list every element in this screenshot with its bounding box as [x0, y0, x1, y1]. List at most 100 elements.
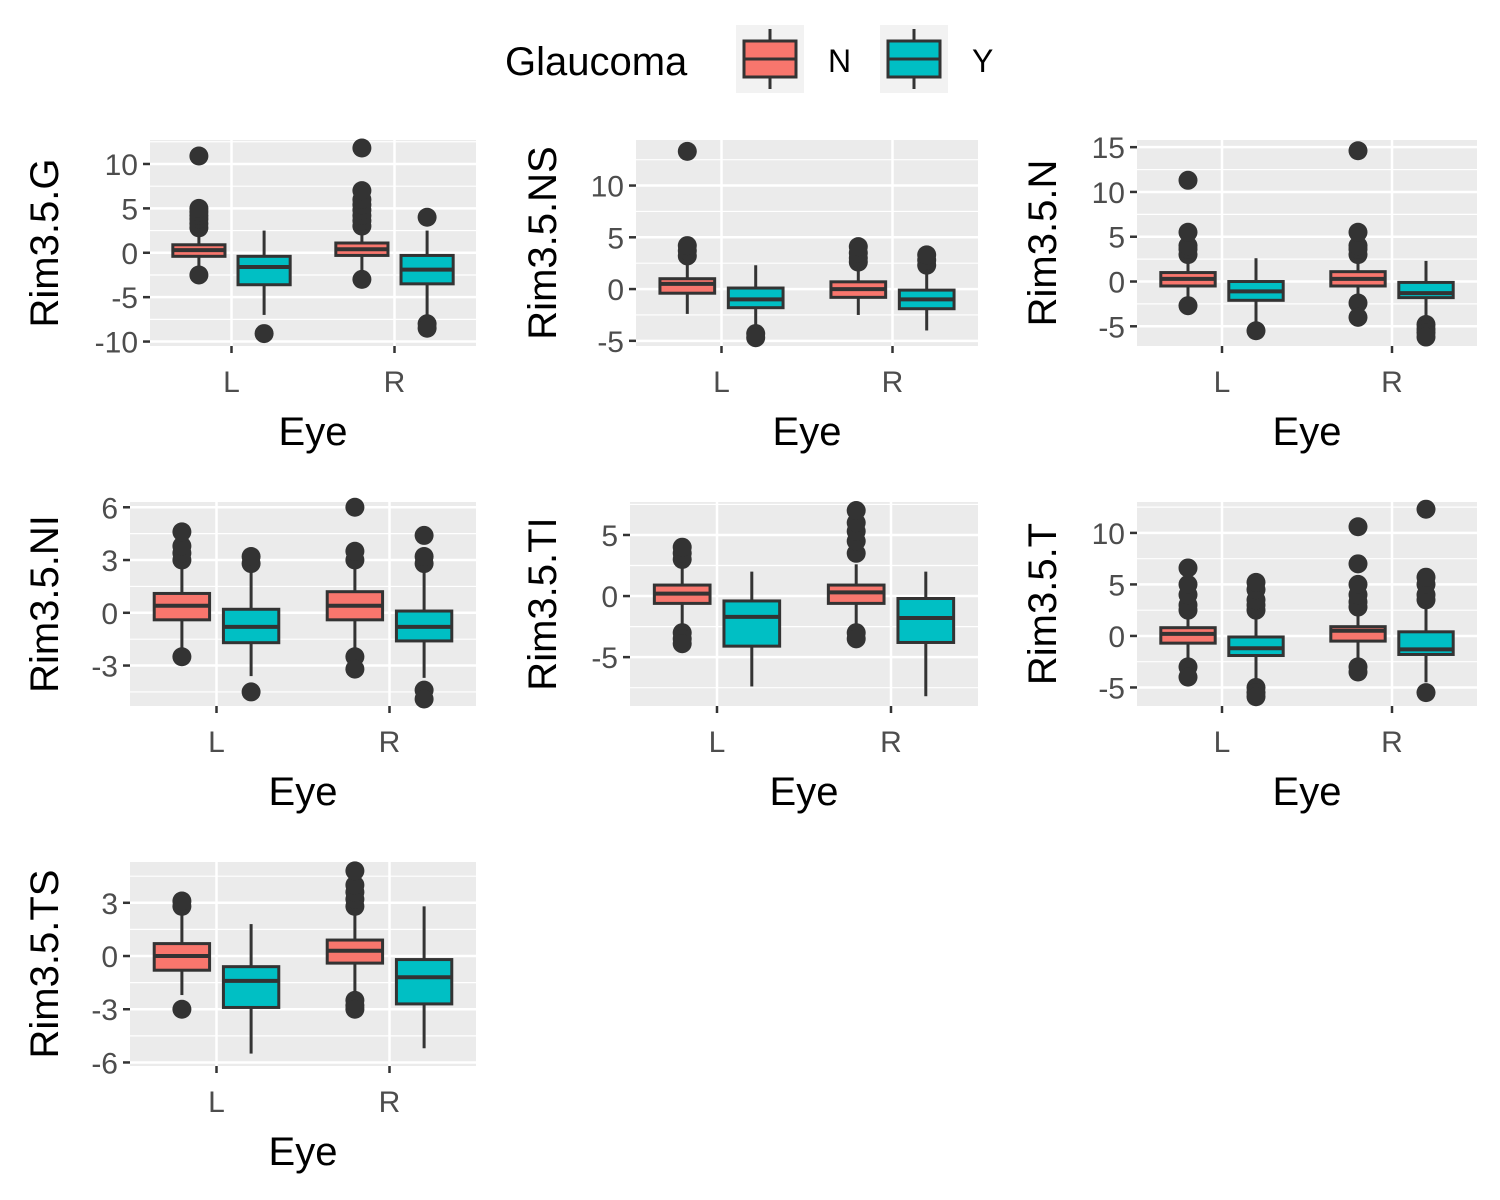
- outlier-point: [1246, 321, 1266, 341]
- panel-rim3-5-ts: -6 -3 0 3 L R Eye Rim3.5.TS: [23, 861, 476, 1174]
- x-tick-label: R: [880, 726, 902, 759]
- boxplot-l-n: [652, 537, 712, 654]
- legend-label-y: Y: [972, 43, 993, 79]
- y-tick-label: -6: [91, 1047, 118, 1080]
- y-tick-label: 5: [121, 193, 138, 226]
- boxplot-r-y: [1397, 499, 1455, 703]
- boxplot-r-n: [325, 497, 385, 679]
- boxplot-l-y: [726, 265, 785, 348]
- x-axis-title: Eye: [773, 410, 842, 454]
- outlier-point: [172, 999, 192, 1019]
- outlier-point: [345, 875, 365, 895]
- boxplot-l-y: [236, 230, 292, 344]
- boxplot-l-y: [1227, 258, 1285, 341]
- y-tick-label: 5: [1108, 569, 1125, 602]
- outlier-point: [917, 245, 937, 265]
- outlier-point: [1348, 554, 1368, 574]
- boxplot-l-n: [1159, 170, 1217, 316]
- outlier-point: [1348, 307, 1368, 327]
- panel-rim3-5-ns: -5 0 5 10 L R Eye Rim3.5.NS: [521, 140, 978, 454]
- legend-title: Glaucoma: [505, 40, 688, 84]
- x-tick-label: R: [882, 366, 904, 399]
- boxplot-r-y: [1397, 260, 1455, 347]
- outlier-point: [848, 237, 868, 257]
- y-axis-title: Rim3.5.TS: [23, 870, 67, 1059]
- x-tick-label: L: [208, 1086, 225, 1119]
- outlier-point: [241, 547, 261, 567]
- y-axis-title: Rim3.5.T: [1021, 523, 1065, 685]
- outlier-point: [414, 689, 434, 709]
- outlier-point: [1348, 574, 1368, 594]
- outlier-point: [1178, 558, 1198, 578]
- y-tick-label: 5: [1108, 222, 1125, 255]
- legend-label-n: N: [828, 43, 851, 79]
- y-tick-label: 15: [1092, 132, 1125, 165]
- y-tick-label: 0: [1108, 621, 1125, 654]
- y-tick-label: 10: [1092, 518, 1125, 551]
- outlier-point: [172, 522, 192, 542]
- outlier-point: [345, 999, 365, 1019]
- boxplot-r-n: [829, 237, 888, 315]
- outlier-point: [352, 138, 372, 158]
- y-tick-label: 10: [591, 171, 624, 204]
- x-tick-label: L: [223, 366, 240, 399]
- x-axis-title: Eye: [1273, 770, 1342, 814]
- y-tick-label: 0: [601, 581, 618, 614]
- outlier-point: [846, 629, 866, 649]
- y-tick-label: 5: [601, 520, 618, 553]
- y-tick-label: -5: [597, 326, 624, 359]
- boxplot-l-y: [221, 547, 281, 702]
- outlier-point: [345, 861, 365, 881]
- outlier-point: [677, 141, 697, 161]
- y-tick-label: 10: [1092, 177, 1125, 210]
- x-axis-title: Eye: [269, 770, 338, 814]
- outlier-point: [1416, 683, 1436, 703]
- y-axis-title: Rim3.5.TI: [521, 517, 565, 690]
- outlier-point: [1178, 296, 1198, 316]
- outlier-point: [1246, 572, 1266, 592]
- boxplot-r-y: [394, 525, 454, 709]
- outlier-point: [345, 497, 365, 517]
- y-axis-title: Rim3.5.N: [1021, 160, 1065, 327]
- x-tick-label: R: [1381, 366, 1403, 399]
- y-tick-label: -5: [591, 642, 618, 675]
- outlier-point: [1416, 327, 1436, 347]
- box: [722, 599, 782, 648]
- panel-rim3-5-g: -10 -5 0 5 10 L R Eye Rim3.5.G: [23, 138, 476, 454]
- boxplot-l-n: [152, 522, 212, 667]
- y-axis-title: Rim3.5.G: [23, 159, 67, 328]
- y-tick-label: -3: [91, 651, 118, 684]
- panel-rim3-5-ti: -5 0 5 L R Eye Rim3.5.TI: [521, 501, 978, 814]
- outlier-point: [1348, 236, 1368, 256]
- box: [1227, 635, 1285, 658]
- x-tick-label: L: [1214, 726, 1231, 759]
- outlier-point: [352, 269, 372, 289]
- boxplot-r-n: [826, 501, 886, 649]
- x-tick-label: L: [713, 366, 730, 399]
- y-tick-label: -3: [91, 994, 118, 1027]
- x-axis-title: Eye: [1273, 410, 1342, 454]
- outlier-point: [417, 318, 437, 338]
- outlier-point: [417, 207, 437, 227]
- box: [221, 965, 281, 1009]
- legend-item-y: Y: [880, 25, 993, 93]
- box: [394, 958, 454, 1006]
- outlier-point: [189, 265, 209, 285]
- boxplot-r-n: [1329, 141, 1387, 327]
- box: [658, 277, 717, 295]
- outlier-point: [746, 328, 766, 348]
- outlier-point: [1348, 293, 1368, 313]
- outlier-point: [189, 146, 209, 166]
- outlier-point: [345, 659, 365, 679]
- x-tick-label: R: [379, 726, 401, 759]
- box: [896, 597, 956, 644]
- outlier-point: [1348, 517, 1368, 537]
- x-tick-label: R: [1381, 726, 1403, 759]
- y-tick-label: -5: [1098, 672, 1125, 705]
- boxplot-l-n: [152, 891, 212, 1019]
- y-tick-label: -5: [111, 282, 138, 315]
- panel-rim3-5-t: -5 0 5 10 L R Eye Rim3.5.T: [1021, 499, 1477, 814]
- legend: Glaucoma N Y: [505, 25, 993, 93]
- boxplot-l-y: [1227, 572, 1285, 707]
